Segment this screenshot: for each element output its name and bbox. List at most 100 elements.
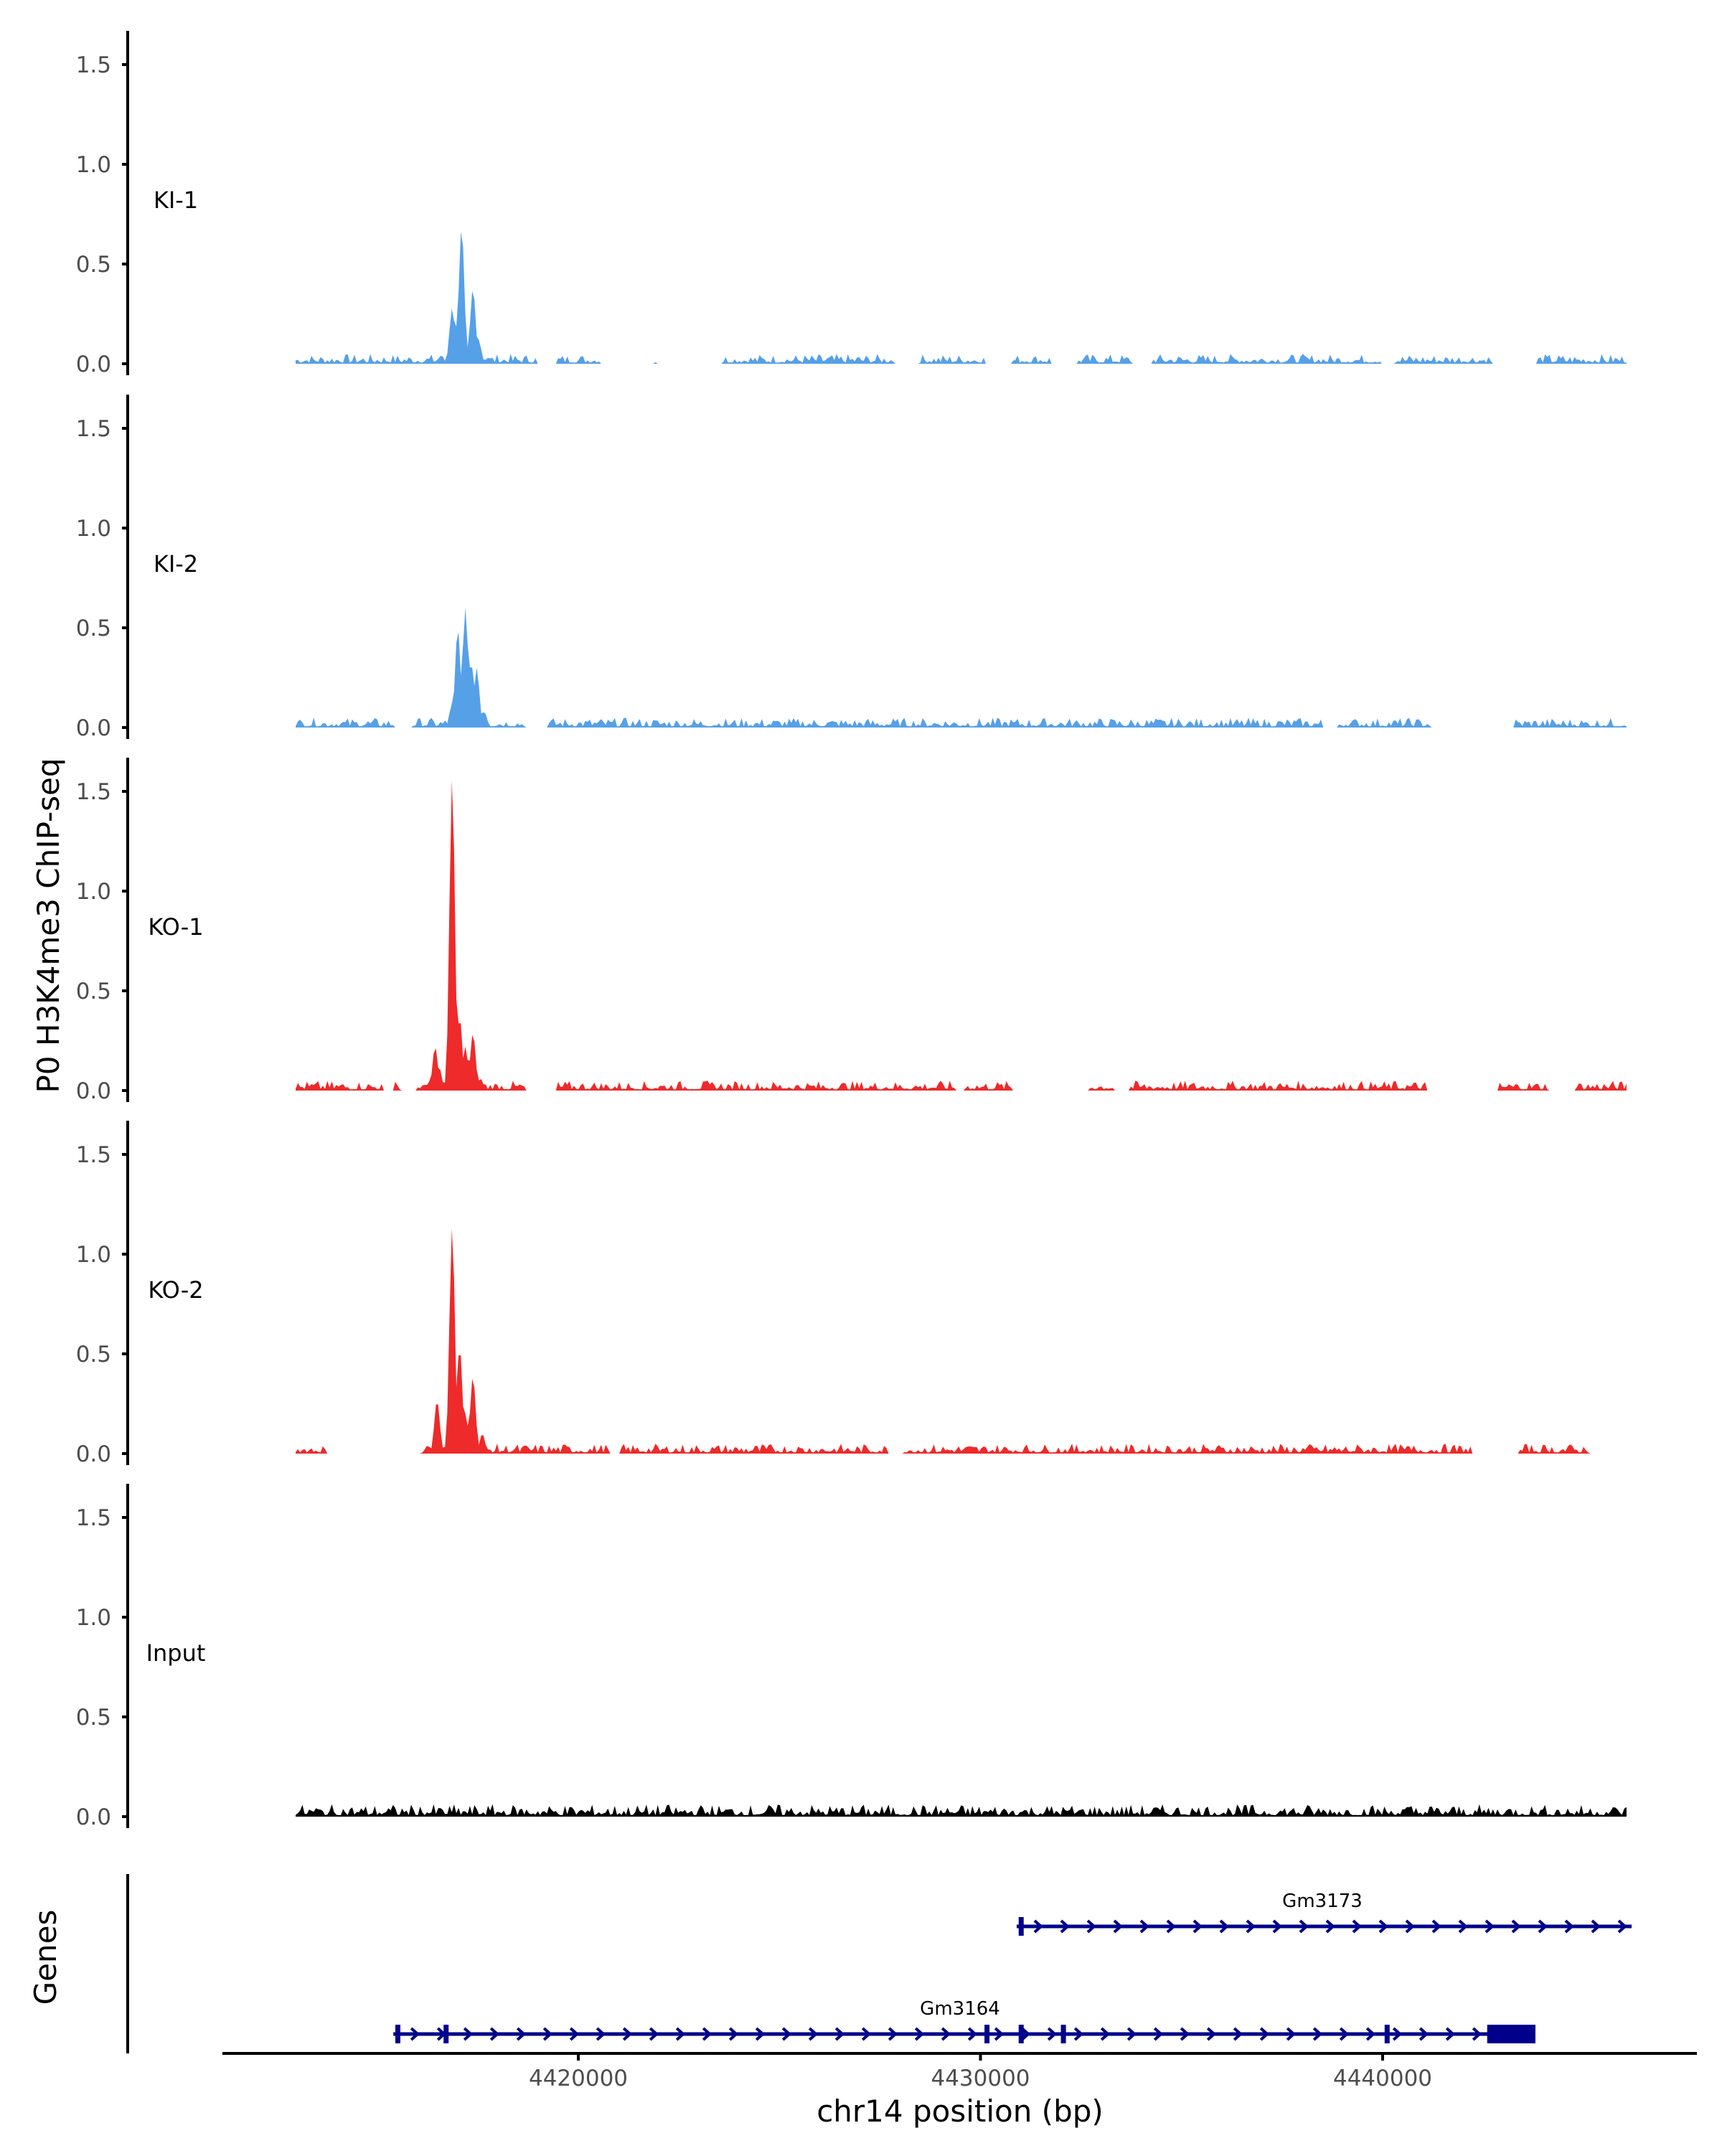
track-label: Input: [146, 1639, 206, 1667]
y-tick-label: 1.0: [76, 152, 111, 178]
strand-arrow: [1246, 1919, 1256, 1934]
strand-arrow: [596, 2027, 606, 2041]
track-label: KI-1: [154, 187, 198, 214]
strand-arrow: [410, 2027, 420, 2041]
strand-arrow: [1286, 2027, 1297, 2041]
signal-area: [296, 781, 1627, 1091]
y-tick-label: 0.0: [76, 1804, 111, 1830]
track-label: KO-2: [148, 1276, 203, 1304]
strand-arrow: [1485, 1919, 1495, 1934]
y-tick-label: 1.0: [76, 516, 111, 542]
y-tick-label: 0.0: [76, 1441, 111, 1467]
strand-arrow: [914, 2027, 925, 2041]
strand-arrow: [622, 2027, 633, 2041]
strand-arrow: [1139, 1919, 1149, 1934]
strand-arrow: [1352, 1919, 1362, 1934]
strand-arrow: [1617, 1919, 1627, 1934]
strand-arrow: [1153, 2027, 1164, 2041]
strand-arrow: [1219, 1919, 1229, 1934]
exon: [1487, 2025, 1535, 2043]
strand-arrow: [1418, 2027, 1429, 2041]
y-tick-label: 0.5: [76, 252, 111, 278]
signal-area: [296, 231, 1627, 364]
strand-arrow: [1312, 2027, 1323, 2041]
signal-area: [296, 1804, 1627, 1817]
strand-arrow: [516, 2027, 527, 2041]
strand-arrow: [1472, 2027, 1482, 2041]
strand-arrow: [1180, 2027, 1190, 2041]
y-axis-title: P0 H3K4me3 ChIP-seq: [31, 758, 66, 1093]
track-label: KO-1: [148, 913, 203, 941]
strand-arrow: [1564, 1919, 1574, 1934]
strand-arrow: [489, 2027, 500, 2041]
exon: [443, 2025, 449, 2043]
strand-arrow: [1047, 2027, 1058, 2041]
y-tick-label: 1.5: [76, 1142, 111, 1168]
strand-arrow: [781, 2027, 792, 2041]
exon: [1060, 2025, 1066, 2043]
strand-arrow: [834, 2027, 845, 2041]
track-ki-1: 0.0 0.5 1.0 1.5 KI-1: [76, 31, 1627, 377]
exon: [984, 2025, 990, 2043]
strand-arrow: [1591, 1919, 1601, 1934]
strand-arrow: [1325, 1919, 1335, 1934]
strand-arrow: [728, 2027, 739, 2041]
strand-arrow: [1166, 1919, 1176, 1934]
strand-arrow: [542, 2027, 553, 2041]
y-tick-label: 0.5: [76, 1342, 111, 1367]
track-ko-1: 0.0 0.5 1.0 1.5 KO-1: [76, 758, 1627, 1104]
y-tick-label: 1.5: [76, 779, 111, 805]
strand-arrow: [1272, 1919, 1282, 1934]
strand-arrow: [1233, 2027, 1243, 2041]
strand-arrow: [1458, 1919, 1468, 1934]
strand-arrow: [463, 2027, 474, 2041]
strand-arrow: [1086, 1919, 1096, 1934]
strand-arrow: [1020, 2027, 1031, 2041]
y-tick-label: 1.0: [76, 879, 111, 905]
track-label: KI-2: [154, 550, 198, 578]
y-tick-label: 1.5: [76, 416, 111, 442]
strand-arrow: [1073, 2027, 1084, 2041]
strand-arrow: [1365, 2027, 1376, 2041]
x-tick-label: 4430000: [931, 2066, 1030, 2091]
signal-area: [296, 608, 1627, 728]
strand-arrow: [649, 2027, 659, 2041]
strand-arrow: [1033, 1919, 1043, 1934]
genes-layer: 4420000 4430000 4440000 Gm3173 Gm3164: [126, 1874, 1697, 2091]
y-tick-label: 0.0: [76, 352, 111, 377]
strand-arrow: [967, 2027, 978, 2041]
strand-arrow: [1113, 1919, 1123, 1934]
x-axis-title: chr14 position (bp): [817, 2094, 1104, 2129]
gene-label: Gm3164: [920, 1998, 1000, 2020]
tracks-layer: 0.0 0.5 1.0 1.5 KI-1 0.0 0.5 1.0 1.5 KI-2 0.0 0.5 1.…: [76, 31, 1627, 1830]
y-tick-label: 0.5: [76, 979, 111, 1004]
strand-arrow: [994, 2027, 1004, 2041]
strand-arrow: [941, 2027, 951, 2041]
strand-arrow: [888, 2027, 898, 2041]
strand-arrow: [1405, 1919, 1415, 1934]
signal-area: [296, 1228, 1627, 1454]
strand-arrow: [1192, 1919, 1203, 1934]
strand-arrow: [1339, 2027, 1350, 2041]
strand-arrow: [1445, 2027, 1456, 2041]
strand-arrow: [755, 2027, 766, 2041]
strand-arrow: [1206, 2027, 1217, 2041]
y-tick-label: 1.5: [76, 52, 111, 78]
strand-arrow: [569, 2027, 580, 2041]
x-tick-label: 4420000: [529, 2066, 628, 2091]
track-input: 0.0 0.5 1.0 1.5 Input: [76, 1484, 1627, 1830]
strand-arrow: [702, 2027, 712, 2041]
y-tick-label: 0.5: [76, 616, 111, 641]
y-tick-label: 1.5: [76, 1505, 111, 1531]
y-tick-label: 0.5: [76, 1705, 111, 1731]
y-tick-label: 0.0: [76, 1078, 111, 1104]
strand-arrow: [1538, 1919, 1548, 1934]
track-ki-2: 0.0 0.5 1.0 1.5 KI-2: [76, 395, 1627, 741]
strand-arrow: [1378, 1919, 1388, 1934]
track-ko-2: 0.0 0.5 1.0 1.5 KO-2: [76, 1121, 1627, 1467]
strand-arrow: [1126, 2027, 1137, 2041]
exon: [1384, 2025, 1390, 2043]
strand-arrow: [1511, 1919, 1521, 1934]
